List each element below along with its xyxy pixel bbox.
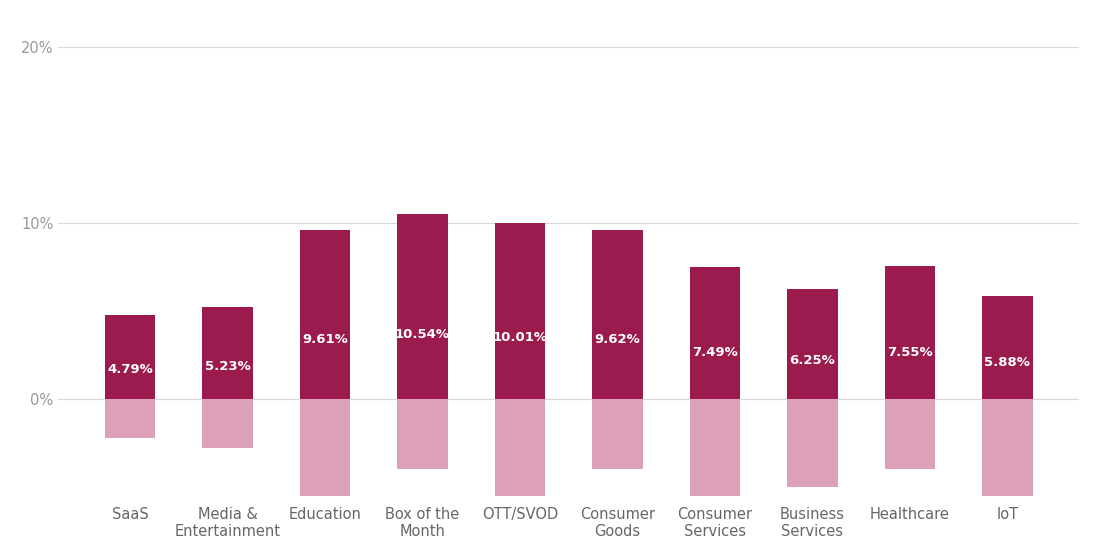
Bar bbox=[982, 296, 1033, 399]
Bar bbox=[788, 289, 838, 399]
Bar bbox=[397, 399, 448, 469]
Bar bbox=[690, 399, 740, 531]
Text: 9.62%: 9.62% bbox=[595, 333, 640, 346]
Bar bbox=[884, 266, 935, 399]
Text: 7.49%: 7.49% bbox=[692, 346, 738, 360]
Text: 6.25%: 6.25% bbox=[790, 354, 835, 367]
Bar bbox=[397, 213, 448, 399]
Bar bbox=[495, 223, 546, 399]
Text: 10.01%: 10.01% bbox=[493, 331, 548, 344]
Text: 5.23%: 5.23% bbox=[205, 360, 251, 374]
Text: 4.79%: 4.79% bbox=[107, 363, 153, 376]
Text: 10.54%: 10.54% bbox=[395, 328, 450, 340]
Bar bbox=[202, 399, 253, 448]
Text: 7.55%: 7.55% bbox=[887, 346, 933, 359]
Bar bbox=[788, 399, 838, 487]
Bar bbox=[690, 267, 740, 399]
Bar bbox=[592, 230, 642, 399]
Bar bbox=[202, 307, 253, 399]
Bar bbox=[884, 399, 935, 469]
Bar bbox=[299, 399, 350, 560]
Bar bbox=[104, 315, 155, 399]
Bar bbox=[495, 399, 546, 560]
Bar bbox=[982, 399, 1033, 531]
Bar bbox=[592, 399, 642, 469]
Text: 9.61%: 9.61% bbox=[302, 333, 348, 346]
Text: 5.88%: 5.88% bbox=[984, 356, 1031, 369]
Bar bbox=[104, 399, 155, 437]
Bar bbox=[299, 230, 350, 399]
